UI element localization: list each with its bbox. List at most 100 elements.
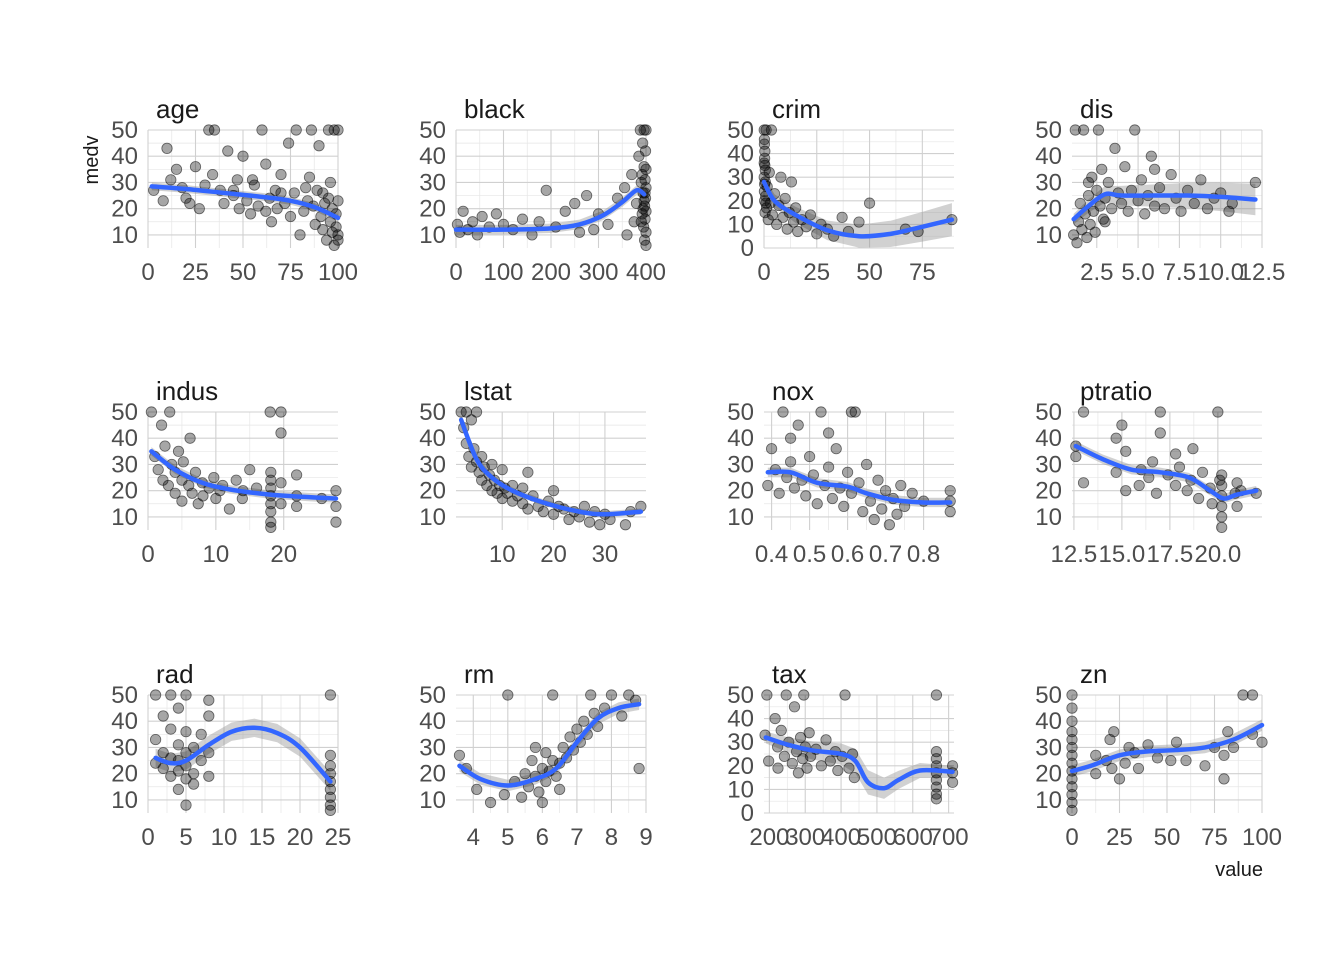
points xyxy=(145,406,342,533)
data-point xyxy=(157,747,169,759)
data-point xyxy=(180,726,192,738)
data-point xyxy=(1201,203,1214,215)
data-point xyxy=(1196,466,1209,478)
y-tick-label: 40 xyxy=(419,143,446,170)
data-point xyxy=(516,213,529,225)
y-tick-label: 50 xyxy=(419,682,446,709)
data-point xyxy=(180,773,192,785)
x-tick-label: 5.0 xyxy=(1121,259,1154,286)
data-point xyxy=(203,694,215,706)
data-point xyxy=(284,210,297,223)
y-tick-label: 30 xyxy=(419,451,446,478)
data-point xyxy=(822,427,835,439)
y-tick-label: 50 xyxy=(727,399,754,426)
data-point xyxy=(172,783,184,796)
data-point xyxy=(265,506,277,518)
data-point xyxy=(246,174,259,186)
data-point xyxy=(522,503,534,515)
data-point xyxy=(848,771,860,784)
x-tick-label: 10 xyxy=(489,541,516,568)
data-point xyxy=(1135,174,1147,186)
facet-title-nox: nox xyxy=(772,376,814,406)
data-point xyxy=(547,485,560,497)
y-tick-label: 10 xyxy=(727,504,754,531)
data-point xyxy=(872,474,884,486)
data-point xyxy=(1113,773,1126,785)
data-point xyxy=(1142,739,1154,751)
data-point xyxy=(275,168,287,181)
data-point xyxy=(322,124,335,136)
data-point xyxy=(616,710,628,722)
data-point xyxy=(1066,796,1078,809)
points xyxy=(148,124,344,251)
data-point xyxy=(1122,205,1134,217)
data-point xyxy=(1066,757,1078,769)
data-point xyxy=(467,216,479,228)
data-point xyxy=(772,762,784,774)
data-point xyxy=(547,508,560,520)
facet-title-ptratio: ptratio xyxy=(1080,376,1152,406)
data-point xyxy=(1096,163,1108,175)
data-point xyxy=(1246,689,1259,701)
data-point xyxy=(765,443,778,455)
data-point xyxy=(300,182,312,194)
data-point xyxy=(876,503,888,515)
facet-title-dis: dis xyxy=(1080,94,1113,124)
x-tick-label: 600 xyxy=(893,824,933,851)
data-point xyxy=(849,406,861,418)
data-point xyxy=(838,500,850,512)
data-point xyxy=(621,229,633,241)
data-point xyxy=(1187,443,1199,455)
data-point xyxy=(815,760,827,772)
y-tick-label: 20 xyxy=(111,761,138,788)
data-point xyxy=(569,197,581,210)
data-point xyxy=(1120,485,1132,497)
data-point xyxy=(1077,477,1090,489)
y-tick-label: 10 xyxy=(111,787,138,814)
data-point xyxy=(275,406,287,418)
x-tick-label: 75 xyxy=(277,259,304,286)
data-point xyxy=(1150,487,1163,499)
data-point xyxy=(820,734,832,746)
data-point xyxy=(778,750,791,762)
data-point xyxy=(836,211,848,223)
gridlines xyxy=(456,694,647,813)
data-point xyxy=(788,701,801,713)
data-point xyxy=(640,226,652,238)
y-tick-label: 50 xyxy=(727,117,754,144)
data-point xyxy=(594,519,606,531)
data-point xyxy=(291,500,303,512)
data-point xyxy=(640,124,652,136)
data-point xyxy=(1216,521,1228,533)
data-point xyxy=(1077,124,1090,136)
data-point xyxy=(536,762,548,775)
y-tick-label: 10 xyxy=(419,787,446,814)
facet-title-black: black xyxy=(464,94,526,124)
data-point xyxy=(244,464,256,476)
data-point xyxy=(944,506,956,518)
data-point xyxy=(180,747,192,759)
data-point xyxy=(222,145,234,157)
data-point xyxy=(265,521,277,533)
data-point xyxy=(1170,736,1183,748)
data-point xyxy=(588,224,600,236)
data-point xyxy=(1099,216,1111,228)
y-tick-label: 30 xyxy=(727,729,754,756)
y-tick-label: 20 xyxy=(419,761,446,788)
x-tick-label: 0 xyxy=(757,259,770,286)
y-tick-label: 10 xyxy=(419,504,446,531)
data-point xyxy=(775,724,787,737)
x-tick-label: 0.8 xyxy=(907,541,940,568)
data-point xyxy=(159,440,171,452)
data-point xyxy=(811,228,823,240)
data-point xyxy=(157,762,169,775)
data-point xyxy=(1066,715,1078,727)
data-point xyxy=(476,210,488,223)
y-tick-label: 20 xyxy=(111,196,138,223)
y-tick-label: 10 xyxy=(111,222,138,249)
